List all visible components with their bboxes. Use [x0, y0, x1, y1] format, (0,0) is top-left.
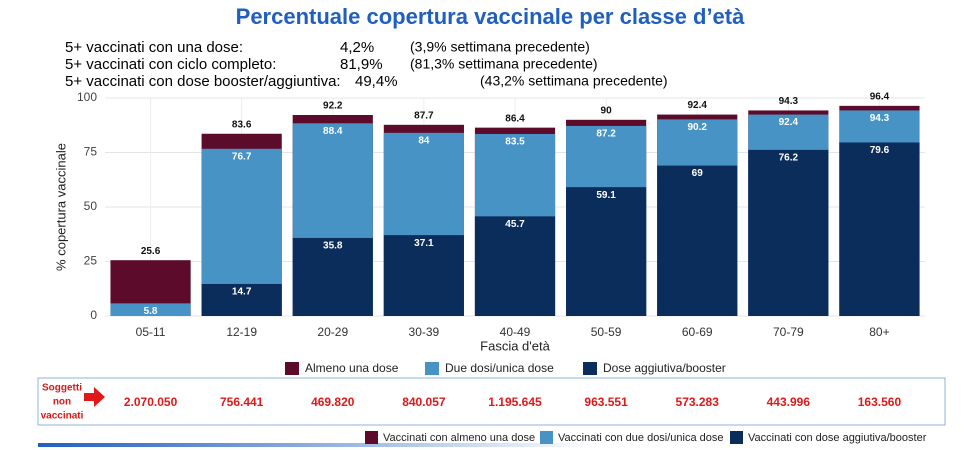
stat-note: (43,2% settimana precedente): [480, 73, 668, 89]
legend-swatch: [540, 431, 553, 444]
stat-value: 81,9%: [340, 56, 383, 73]
unvaccinated-count: 756.441: [220, 395, 264, 409]
y-tick-label: 100: [77, 90, 97, 104]
legend-swatch: [425, 362, 439, 375]
bar: [474, 216, 556, 316]
unvaccinated-label: non: [53, 397, 71, 408]
data-label: 84: [418, 136, 430, 147]
unvaccinated-count: 163.560: [858, 395, 902, 409]
bar: [383, 235, 464, 316]
data-label: 90: [601, 105, 613, 116]
arrow: [84, 387, 105, 407]
legend-swatch: [285, 362, 299, 375]
y-tick-label: 25: [84, 254, 98, 268]
data-label: 35.8: [323, 241, 343, 252]
data-label: 87.7: [414, 110, 434, 121]
stat-value: 4,2%: [340, 39, 374, 56]
x-tick-label: 50-59: [591, 325, 622, 339]
y-axis-label: % copertura vaccinale: [53, 143, 68, 271]
bar: [110, 303, 191, 316]
data-label: 92.2: [323, 101, 343, 112]
unvaccinated-label: vaccinati: [41, 411, 84, 422]
stat-note: (3,9% settimana precedente): [410, 39, 590, 55]
bar: [566, 187, 647, 316]
x-axis-label: Fascia d'età: [480, 338, 550, 353]
y-tick-label: 50: [84, 199, 98, 213]
stat-note: (81,3% settimana precedente): [410, 56, 598, 72]
unvaccinated-box: [37, 377, 946, 426]
unvaccinated-label: Soggetti: [42, 383, 82, 394]
data-label: 25.6: [141, 246, 161, 257]
x-tick-label: 05-11: [136, 325, 166, 339]
x-tick-label: 70-79: [773, 325, 804, 339]
unvaccinated-count: 963.551: [584, 395, 628, 409]
data-label: 92.4: [687, 100, 707, 111]
data-label: 76.2: [779, 153, 799, 164]
legend-label: Almeno una dose: [305, 361, 399, 375]
bar: [657, 165, 738, 316]
stat-value: 49,4%: [355, 73, 398, 90]
legend-label: Due dosi/unica dose: [445, 361, 554, 375]
unvaccinated-count: 2.070.050: [124, 395, 178, 409]
legend-label: Vaccinati con dose aggiutiva/booster: [748, 432, 927, 444]
data-label: 37.1: [414, 238, 434, 249]
data-label: 96.4: [870, 91, 890, 102]
bar: [839, 142, 920, 316]
x-tick-label: 20-29: [317, 325, 348, 339]
legend-swatch: [730, 431, 743, 444]
data-label: 76.7: [232, 151, 252, 162]
data-label: 83.6: [232, 119, 252, 130]
x-tick-label: 12-19: [226, 325, 257, 339]
data-label: 92.4: [779, 117, 799, 128]
x-tick-label: 60-69: [682, 325, 713, 339]
x-tick-label: 30-39: [409, 325, 440, 339]
legend-label: Dose aggiutiva/booster: [603, 361, 726, 375]
data-label: 5.8: [144, 306, 158, 317]
data-label: 90.2: [687, 122, 707, 133]
legend-label: Vaccinati con due dosi/unica dose: [558, 432, 724, 444]
data-label: 94.3: [779, 96, 799, 107]
legend-label: Vaccinati con almeno una dose: [383, 432, 535, 444]
chart-title: Percentuale copertura vaccinale per clas…: [236, 4, 745, 29]
data-label: 83.5: [505, 137, 525, 148]
stat-label: 5+ vaccinati con una dose:: [65, 39, 243, 56]
data-label: 59.1: [596, 190, 616, 201]
data-label: 87.2: [596, 129, 616, 140]
unvaccinated-count: 443.996: [767, 395, 811, 409]
decor-line: [38, 443, 598, 447]
bar: [292, 237, 373, 316]
stat-label: 5+ vaccinati con dose booster/aggiuntiva…: [65, 73, 341, 90]
data-label: 94.3: [870, 113, 890, 124]
data-label: 79.6: [870, 145, 890, 156]
x-tick-label: 40-49: [500, 325, 531, 339]
bar: [201, 283, 282, 316]
y-tick-label: 75: [84, 145, 98, 159]
unvaccinated-count: 469.820: [311, 395, 355, 409]
bar: [748, 149, 829, 316]
legend-swatch: [583, 362, 597, 375]
unvaccinated-count: 573.283: [676, 395, 720, 409]
y-tick-label: 0: [90, 308, 97, 322]
unvaccinated-count: 840.057: [402, 395, 446, 409]
stat-label: 5+ vaccinati con ciclo completo:: [65, 56, 276, 73]
data-label: 88.4: [323, 126, 343, 137]
data-label: 86.4: [505, 113, 525, 124]
unvaccinated-count: 1.195.645: [488, 395, 542, 409]
data-label: 14.7: [232, 287, 252, 298]
legend-swatch: [365, 431, 378, 444]
data-label: 45.7: [505, 219, 525, 230]
x-tick-label: 80+: [869, 325, 889, 339]
data-label: 69: [692, 168, 704, 179]
